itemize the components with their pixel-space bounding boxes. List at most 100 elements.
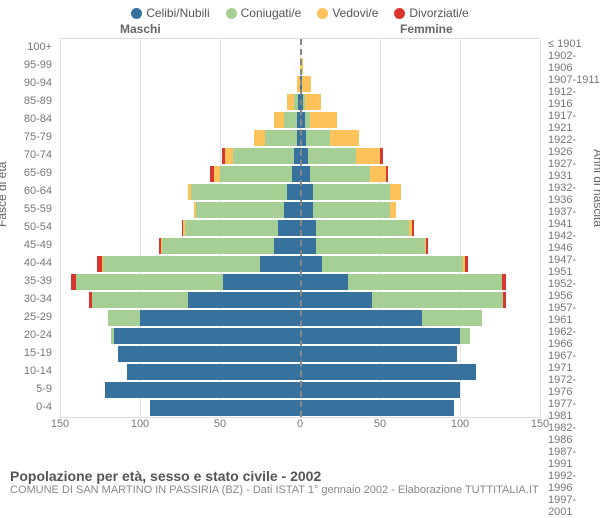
x-tick: 150 xyxy=(531,418,549,430)
male-bar xyxy=(60,76,300,92)
segment-married xyxy=(348,274,502,290)
segment-widowed xyxy=(356,148,380,164)
x-tick: 50 xyxy=(374,418,386,430)
birth-year-label: 1932-1936 xyxy=(544,182,600,206)
segment-single xyxy=(300,346,457,362)
segment-married xyxy=(316,238,425,254)
segment-widowed xyxy=(390,184,401,200)
female-bar xyxy=(300,94,540,110)
plot xyxy=(60,38,540,418)
segment-married xyxy=(322,256,463,272)
female-bar xyxy=(300,382,540,398)
segment-divorced xyxy=(426,238,428,254)
birth-year-label: 1977-1981 xyxy=(544,398,600,422)
segment-divorced xyxy=(502,274,507,290)
segment-single xyxy=(300,310,422,326)
male-bar xyxy=(60,292,300,308)
age-group-labels: 100+95-9990-9485-8980-8475-7970-7465-696… xyxy=(0,38,56,416)
female-bar xyxy=(300,400,540,416)
legend-label: Vedovi/e xyxy=(332,6,378,20)
x-axis-ticks: 15010050050100150 xyxy=(60,418,540,434)
chart-subtitle: COMUNE DI SAN MARTINO IN PASSIRIA (BZ) -… xyxy=(10,484,590,496)
female-bar xyxy=(300,364,540,380)
birth-year-label: 1957-1961 xyxy=(544,302,600,326)
male-bar xyxy=(60,400,300,416)
segment-widowed xyxy=(225,148,233,164)
male-bar xyxy=(60,382,300,398)
segment-divorced xyxy=(386,166,388,182)
legend-swatch xyxy=(317,8,328,19)
segment-married xyxy=(185,220,278,236)
legend-label: Celibi/Nubili xyxy=(146,6,209,20)
female-bar xyxy=(300,220,540,236)
segment-single xyxy=(114,328,300,344)
age-group-label: 100+ xyxy=(0,38,56,56)
female-bar xyxy=(300,184,540,200)
age-group-label: 70-74 xyxy=(0,146,56,164)
female-bar xyxy=(300,238,540,254)
segment-married xyxy=(103,256,260,272)
segment-single xyxy=(300,220,316,236)
female-bar xyxy=(300,148,540,164)
legend-item-divorced: Divorziati/e xyxy=(394,6,468,20)
birth-year-label: 1912-1916 xyxy=(544,86,600,110)
gridline xyxy=(540,39,541,417)
legend-label: Divorziati/e xyxy=(409,6,468,20)
birth-year-label: 1927-1931 xyxy=(544,158,600,182)
male-bar xyxy=(60,256,300,272)
center-line xyxy=(300,39,302,417)
segment-single xyxy=(300,256,322,272)
birth-year-label: 1962-1966 xyxy=(544,326,600,350)
segment-single xyxy=(105,382,300,398)
female-bar xyxy=(300,58,540,74)
male-bar xyxy=(60,364,300,380)
segment-widowed xyxy=(370,166,386,182)
legend-swatch xyxy=(131,8,142,19)
legend-swatch xyxy=(226,8,237,19)
male-bar xyxy=(60,346,300,362)
segment-widowed xyxy=(274,112,284,128)
segment-married xyxy=(306,130,330,146)
male-label: Maschi xyxy=(120,22,161,36)
birth-year-label: 1922-1926 xyxy=(544,134,600,158)
age-group-label: 85-89 xyxy=(0,92,56,110)
age-group-label: 95-99 xyxy=(0,56,56,74)
segment-widowed xyxy=(330,130,359,146)
age-group-label: 25-29 xyxy=(0,308,56,326)
female-bar xyxy=(300,274,540,290)
legend-item-widowed: Vedovi/e xyxy=(317,6,378,20)
segment-married xyxy=(308,148,356,164)
male-bar xyxy=(60,184,300,200)
segment-married xyxy=(316,220,409,236)
female-bar xyxy=(300,292,540,308)
age-group-label: 45-49 xyxy=(0,236,56,254)
birth-year-labels: ≤ 19011902-19061907-19111912-19161917-19… xyxy=(544,38,600,416)
birth-year-label: 1942-1946 xyxy=(544,230,600,254)
age-group-label: 20-24 xyxy=(0,326,56,344)
segment-married xyxy=(92,292,188,308)
legend-swatch xyxy=(394,8,405,19)
segment-married xyxy=(460,328,470,344)
segment-single xyxy=(284,202,300,218)
age-group-label: 40-44 xyxy=(0,254,56,272)
segment-single xyxy=(300,364,476,380)
male-bar xyxy=(60,58,300,74)
age-group-label: 0-4 xyxy=(0,398,56,416)
segment-single xyxy=(118,346,300,362)
female-bar xyxy=(300,166,540,182)
segment-divorced xyxy=(412,220,414,236)
segment-single xyxy=(287,184,300,200)
segment-single xyxy=(223,274,300,290)
male-bar xyxy=(60,220,300,236)
segment-widowed xyxy=(254,130,265,146)
segment-single xyxy=(300,274,348,290)
segment-single xyxy=(150,400,300,416)
segment-single xyxy=(300,382,460,398)
segment-married xyxy=(191,184,287,200)
birth-year-label: 1997-2001 xyxy=(544,494,600,518)
birth-year-label: 1902-1906 xyxy=(544,50,600,74)
segment-single xyxy=(292,166,300,182)
age-group-label: 75-79 xyxy=(0,128,56,146)
segment-divorced xyxy=(380,148,383,164)
female-bar xyxy=(300,310,540,326)
